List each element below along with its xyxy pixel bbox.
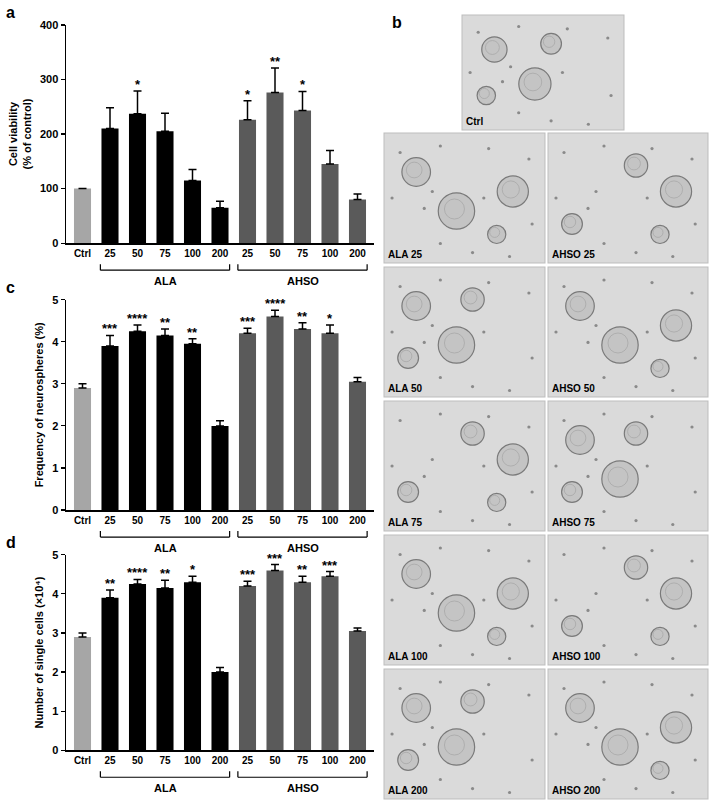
svg-text:b: b (392, 14, 402, 31)
svg-text:200: 200 (349, 755, 366, 766)
svg-text:****: **** (265, 296, 286, 311)
svg-text:25: 25 (104, 248, 116, 259)
svg-text:100: 100 (322, 515, 339, 526)
svg-text:75: 75 (159, 755, 171, 766)
svg-text:5: 5 (52, 549, 58, 561)
svg-text:**: ** (160, 566, 171, 581)
svg-text:a: a (6, 4, 15, 21)
svg-text:Ctrl: Ctrl (466, 116, 483, 127)
svg-text:0: 0 (52, 504, 58, 516)
svg-text:75: 75 (297, 248, 309, 259)
svg-text:75: 75 (297, 755, 309, 766)
svg-text:**: ** (270, 54, 281, 69)
svg-text:***: *** (322, 558, 338, 573)
svg-text:4: 4 (52, 588, 59, 600)
svg-text:AHSO 200: AHSO 200 (552, 785, 601, 796)
svg-text:2: 2 (52, 666, 58, 678)
svg-text:100: 100 (322, 248, 339, 259)
svg-text:50: 50 (132, 515, 144, 526)
svg-text:c: c (6, 279, 15, 296)
svg-text:25: 25 (104, 515, 116, 526)
svg-text:ALA 50: ALA 50 (388, 383, 423, 394)
svg-text:Ctrl: Ctrl (74, 515, 91, 526)
svg-text:**: ** (297, 562, 308, 577)
svg-text:AHSO 100: AHSO 100 (552, 651, 601, 662)
svg-text:50: 50 (132, 755, 144, 766)
svg-text:d: d (6, 534, 16, 551)
svg-text:75: 75 (297, 515, 309, 526)
svg-text:50: 50 (132, 248, 144, 259)
svg-text:75: 75 (159, 248, 171, 259)
svg-text:*: * (190, 562, 196, 577)
svg-text:AHSO: AHSO (287, 782, 319, 794)
svg-text:AHSO: AHSO (287, 275, 319, 287)
svg-text:****: **** (127, 311, 148, 326)
svg-text:200: 200 (212, 248, 229, 259)
svg-text:AHSO: AHSO (287, 542, 319, 554)
svg-text:***: *** (102, 321, 118, 336)
svg-text:***: *** (240, 314, 256, 329)
svg-text:50: 50 (269, 248, 281, 259)
svg-text:ALA: ALA (154, 542, 177, 554)
svg-text:ALA 200: ALA 200 (388, 785, 428, 796)
svg-text:Frequency of neurospheres (%): Frequency of neurospheres (%) (33, 322, 45, 487)
svg-text:Number of single cells (×10⁴): Number of single cells (×10⁴) (33, 576, 45, 728)
svg-text:400: 400 (40, 19, 58, 31)
svg-text:**: ** (187, 325, 198, 340)
svg-text:100: 100 (40, 182, 58, 194)
svg-text:ALA 25: ALA 25 (388, 249, 423, 260)
svg-text:***: *** (240, 567, 256, 582)
svg-text:****: **** (127, 565, 148, 580)
svg-text:*: * (135, 77, 141, 92)
svg-text:AHSO 75: AHSO 75 (552, 517, 595, 528)
svg-text:AHSO 50: AHSO 50 (552, 383, 595, 394)
svg-text:1: 1 (52, 462, 58, 474)
svg-text:ALA: ALA (154, 782, 177, 794)
svg-text:50: 50 (269, 515, 281, 526)
svg-text:200: 200 (212, 515, 229, 526)
svg-text:1: 1 (52, 705, 58, 717)
svg-text:*: * (300, 77, 306, 92)
svg-text:ALA 100: ALA 100 (388, 651, 428, 662)
svg-text:200: 200 (40, 128, 58, 140)
svg-text:AHSO 25: AHSO 25 (552, 249, 595, 260)
svg-text:100: 100 (184, 248, 201, 259)
svg-text:***: *** (267, 551, 283, 566)
svg-text:25: 25 (242, 755, 254, 766)
svg-text:100: 100 (184, 515, 201, 526)
svg-text:50: 50 (269, 755, 281, 766)
svg-text:75: 75 (159, 515, 171, 526)
svg-text:Cell viability(% of control): Cell viability(% of control) (7, 98, 33, 169)
svg-text:25: 25 (242, 515, 254, 526)
svg-text:200: 200 (212, 755, 229, 766)
svg-text:**: ** (160, 315, 171, 330)
svg-text:100: 100 (184, 755, 201, 766)
svg-text:ALA: ALA (154, 275, 177, 287)
svg-text:*: * (327, 311, 333, 326)
svg-text:100: 100 (322, 755, 339, 766)
svg-text:0: 0 (52, 237, 58, 249)
svg-text:5: 5 (52, 294, 58, 306)
svg-text:300: 300 (40, 73, 58, 85)
svg-text:3: 3 (52, 378, 58, 390)
svg-text:3: 3 (52, 627, 58, 639)
svg-text:Ctrl: Ctrl (74, 755, 91, 766)
svg-text:200: 200 (349, 515, 366, 526)
svg-text:200: 200 (349, 248, 366, 259)
svg-text:4: 4 (52, 336, 59, 348)
svg-text:**: ** (105, 576, 116, 591)
svg-text:25: 25 (242, 248, 254, 259)
svg-text:ALA 75: ALA 75 (388, 517, 423, 528)
svg-text:*: * (245, 87, 251, 102)
svg-text:25: 25 (104, 755, 116, 766)
svg-text:Ctrl: Ctrl (74, 248, 91, 259)
svg-text:2: 2 (52, 420, 58, 432)
svg-text:0: 0 (52, 744, 58, 756)
svg-text:**: ** (297, 309, 308, 324)
